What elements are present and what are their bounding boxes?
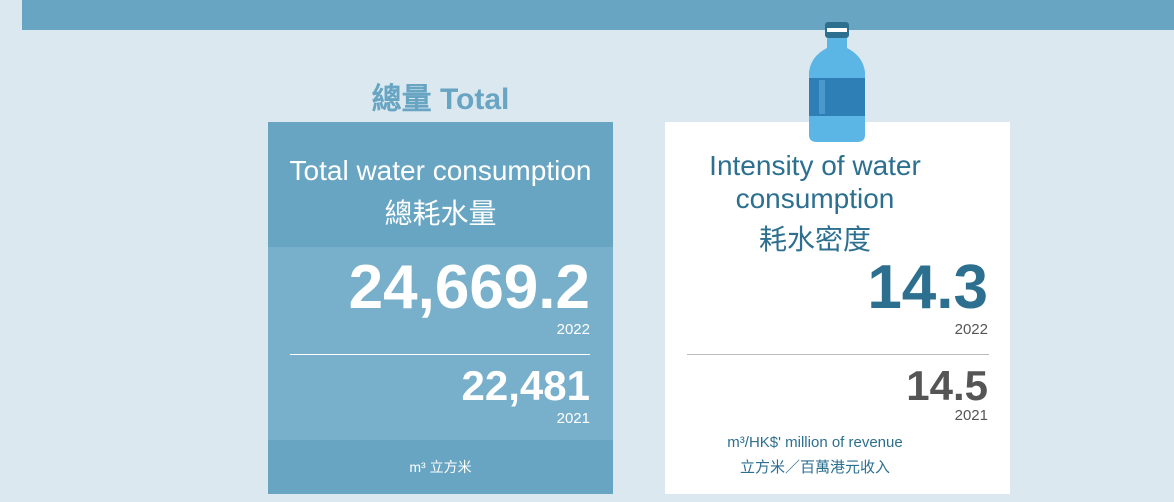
- top-banner: [22, 0, 1174, 30]
- page: 總量 Total Total water consumption 總耗水量 24…: [0, 0, 1174, 502]
- previous-value: 14.5: [665, 362, 988, 410]
- title-en-2: consumption: [665, 183, 965, 215]
- unit-zh: 立方米／百萬港元收入: [665, 456, 965, 477]
- divider: [290, 354, 590, 355]
- heading: 總量 Total: [268, 74, 613, 118]
- previous-year: 2021: [665, 407, 988, 424]
- unit: m³ 立方米: [268, 457, 613, 477]
- divider: [687, 354, 989, 355]
- title-en-1: Intensity of water: [665, 150, 965, 182]
- current-value: 24,669.2: [268, 252, 590, 323]
- bottle-icon: [805, 20, 869, 145]
- current-year: 2022: [665, 321, 988, 338]
- current-value: 14.3: [665, 252, 988, 323]
- title-en: Total water consumption: [268, 155, 613, 187]
- previous-year: 2021: [268, 410, 590, 427]
- current-year: 2022: [268, 321, 590, 338]
- previous-value: 22,481: [268, 362, 590, 410]
- unit-en: m³/HK$' million of revenue: [665, 434, 965, 451]
- title-zh: 總耗水量: [268, 192, 613, 232]
